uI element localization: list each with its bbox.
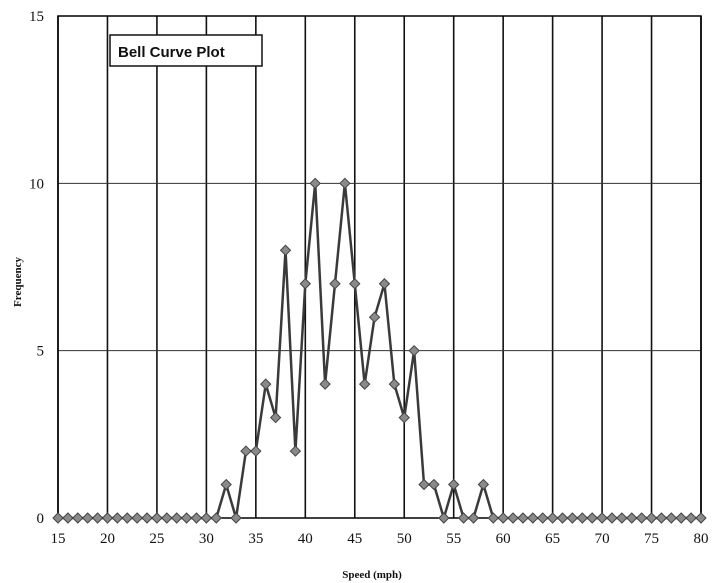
data-point <box>586 512 598 524</box>
data-point <box>517 512 529 524</box>
data-point <box>398 411 410 424</box>
data-point <box>388 378 401 390</box>
data-point <box>190 512 203 524</box>
data-point <box>665 512 678 524</box>
data-point <box>556 512 569 524</box>
data-point <box>52 512 64 524</box>
data-point <box>319 378 331 390</box>
data-point <box>141 512 153 524</box>
x-tick-labels: 15 20 25 30 35 40 45 50 55 60 65 70 75 80 <box>51 531 709 547</box>
data-point <box>111 512 124 524</box>
data-point <box>269 411 282 424</box>
data-point <box>72 512 84 524</box>
x-tick-label: 70 <box>595 531 610 547</box>
data-point <box>378 278 391 290</box>
x-tick-label: 80 <box>694 531 709 547</box>
data-point <box>339 177 351 190</box>
data-point <box>171 512 183 524</box>
y-tick-label: 10 <box>29 176 44 192</box>
data-point <box>408 344 420 357</box>
x-tick-label: 45 <box>347 531 362 547</box>
data-point <box>250 445 262 457</box>
data-point <box>596 512 608 524</box>
x-tick-label: 35 <box>248 531 263 547</box>
data-point <box>220 478 232 491</box>
data-point <box>616 512 628 524</box>
data-point <box>487 512 499 524</box>
data-point <box>309 177 321 190</box>
legend-box: Bell Curve Plot <box>109 34 263 67</box>
x-tick-label: 40 <box>298 531 313 547</box>
data-point <box>546 512 559 524</box>
data-point <box>418 478 430 491</box>
x-tick-label: 20 <box>100 531 115 547</box>
data-point <box>566 512 579 524</box>
x-tick-label: 60 <box>496 531 511 547</box>
data-point <box>329 278 341 290</box>
data-point <box>685 512 697 524</box>
x-tick-label: 25 <box>149 531 164 547</box>
x-tick-label: 15 <box>51 531 66 547</box>
data-point <box>200 512 213 524</box>
data-point <box>537 512 549 524</box>
data-point <box>91 512 104 524</box>
data-point <box>447 478 460 491</box>
data-point <box>180 512 193 524</box>
data-point <box>695 512 707 524</box>
data-point <box>635 512 648 524</box>
plot-frame <box>57 15 702 519</box>
chart-title: Bell Curve Plot <box>118 44 225 61</box>
x-tick-label: 55 <box>446 531 461 547</box>
data-point <box>260 378 272 390</box>
data-point <box>606 512 618 524</box>
data-point <box>279 244 292 256</box>
data-point <box>457 512 470 524</box>
data-point <box>675 512 687 524</box>
y-axis-title: Frequency <box>12 257 24 307</box>
legend-frame <box>109 34 263 67</box>
data-point <box>210 512 222 524</box>
data-point <box>645 512 658 524</box>
data-point <box>240 445 252 457</box>
x-tick-label: 50 <box>397 531 412 547</box>
x-tick-label: 75 <box>644 531 659 547</box>
data-point <box>655 512 668 524</box>
data-point <box>527 512 539 524</box>
data-point <box>151 512 163 524</box>
data-point <box>467 512 480 524</box>
data-point <box>62 512 74 524</box>
data-point <box>576 512 588 524</box>
data-point <box>497 512 509 524</box>
y-tick-label: 5 <box>37 344 45 360</box>
data-point <box>289 445 302 457</box>
y-tick-labels: 0 5 10 15 <box>29 9 44 527</box>
y-tick-label: 15 <box>29 9 44 25</box>
data-point <box>477 478 490 491</box>
data-point <box>438 512 450 524</box>
data-point <box>121 512 133 524</box>
data-point <box>358 378 371 390</box>
x-axis-title: Speed (mph) <box>342 569 402 581</box>
x-tick-label: 30 <box>199 531 214 547</box>
data-point <box>368 311 381 323</box>
y-tick-label: 0 <box>37 511 45 527</box>
series-group <box>52 177 707 524</box>
data-point <box>626 512 638 524</box>
data-point <box>131 512 143 524</box>
data-point <box>507 512 519 524</box>
data-point <box>349 278 361 290</box>
data-point <box>299 278 312 290</box>
x-tick-label: 65 <box>545 531 560 547</box>
plot-area <box>58 16 701 518</box>
data-point <box>81 512 94 524</box>
data-point <box>230 512 242 524</box>
data-point <box>101 512 114 524</box>
data-point <box>428 478 440 491</box>
data-point <box>161 512 173 524</box>
